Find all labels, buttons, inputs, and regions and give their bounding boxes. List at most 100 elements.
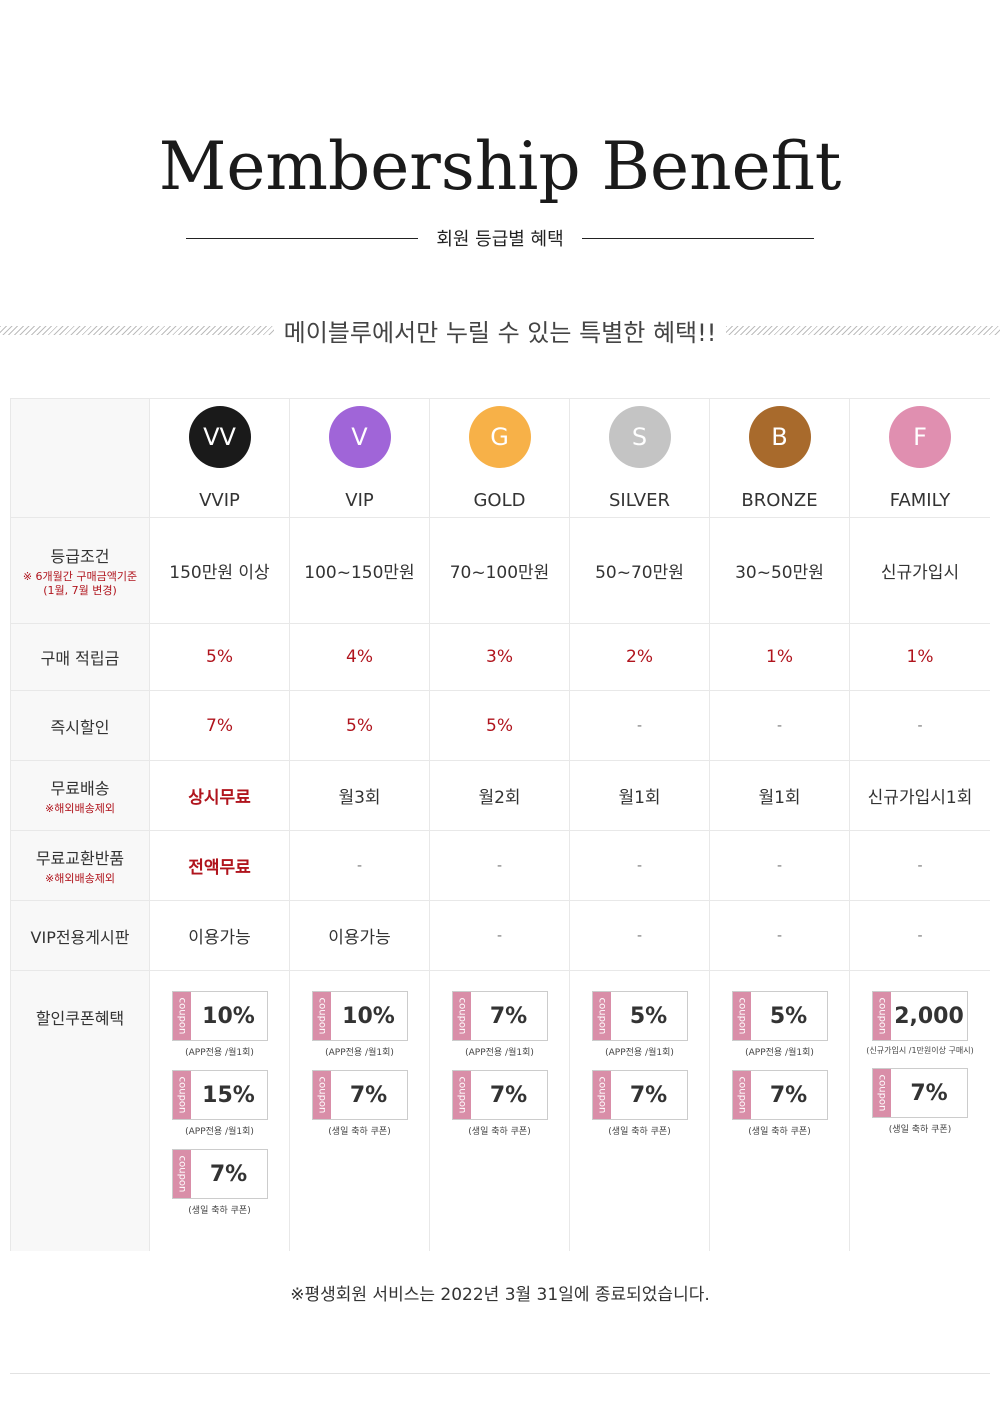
coupon-column-gold: coupon 7% (APP전용 /월1회) coupon 7% (생일 축하 … xyxy=(430,971,570,1251)
grade-column-bronze: B BRONZE xyxy=(710,399,850,517)
row-label: 무료교환반품 ※해외배송제외 xyxy=(10,831,150,900)
grade-badge: B xyxy=(748,405,811,468)
vip-board-value: 이용가능 xyxy=(150,901,290,970)
coupon-note: (생일 축하 쿠폰) xyxy=(328,1127,391,1137)
coupon-tag: coupon xyxy=(312,1071,331,1119)
coupon-tag: coupon xyxy=(172,1071,191,1119)
coupon-tag: coupon xyxy=(592,1071,611,1119)
points-value: 4% xyxy=(290,624,430,690)
coupon-note: (생일 축하 쿠폰) xyxy=(468,1127,531,1137)
row-label-text: 무료배송 xyxy=(50,779,110,798)
condition-value: 50~70만원 xyxy=(570,518,710,623)
grade-badge: S xyxy=(608,405,671,468)
coupon-tag: coupon xyxy=(452,1071,471,1119)
coupon-column-silver: coupon 5% (APP전용 /월1회) coupon 7% (생일 축하 … xyxy=(570,971,710,1251)
coupon-card: coupon 2,000 xyxy=(872,991,968,1041)
coupon-tag: coupon xyxy=(592,992,611,1040)
condition-value: 100~150만원 xyxy=(290,518,430,623)
coupon-tag: coupon xyxy=(732,992,751,1040)
row-label: 등급조건 ※ 6개월간 구매금액기준 (1월, 7월 변경) xyxy=(10,518,150,623)
grade-name: VVIP xyxy=(199,489,240,511)
coupon-tag-text: coupon xyxy=(596,997,607,1035)
coupon-card: coupon 7% xyxy=(872,1068,968,1118)
coupon-column-vip: coupon 10% (APP전용 /월1회) coupon 7% (생일 축하… xyxy=(290,971,430,1251)
grade-header-row: VV VVIP V VIP G GOLD S SILVER B BRONZE F… xyxy=(10,398,990,518)
coupon-tag-text: coupon xyxy=(876,1074,888,1112)
vip-board-value: - xyxy=(570,901,710,970)
coupon-value: 10% xyxy=(202,1003,255,1029)
exchange-value: - xyxy=(917,857,923,874)
coupon-card: coupon 10% xyxy=(171,991,268,1041)
coupon-note: (생일 축하 쿠폰) xyxy=(888,1125,952,1135)
coupon-tag-text: coupon xyxy=(176,1076,187,1114)
coupon-tag: coupon xyxy=(873,992,891,1040)
row-label: VIP전용게시판 xyxy=(10,901,150,970)
grade-column-vip: V VIP xyxy=(290,399,430,517)
coupon-card: coupon 7% xyxy=(311,1070,408,1120)
coupon-card: coupon 15% xyxy=(171,1070,268,1120)
hatch-decoration xyxy=(0,325,274,335)
coupon-value: 5% xyxy=(769,1003,808,1029)
coupon-value: 7% xyxy=(349,1082,388,1108)
vip-board-value: 이용가능 xyxy=(290,901,430,970)
coupon-card: coupon 5% xyxy=(591,991,688,1041)
coupon-card: coupon 7% xyxy=(171,1149,268,1199)
coupon-note: (APP전용 /월1회) xyxy=(325,1048,394,1058)
row-label: 무료배송 ※해외배송제외 xyxy=(10,761,150,830)
row-label-text: 할인쿠폰혜택 xyxy=(35,1009,125,1028)
row-label-note: ※ 6개월간 구매금액기준 xyxy=(22,570,138,583)
row-label-text: 즉시할인 xyxy=(50,717,110,737)
row-label-note: (1월, 7월 변경) xyxy=(43,584,117,597)
coupon-tag: coupon xyxy=(172,992,191,1040)
instant-value: 5% xyxy=(290,691,430,760)
grade-name: BRONZE xyxy=(741,489,818,511)
coupon-tag-text: coupon xyxy=(596,1076,607,1114)
exchange-value: - xyxy=(710,831,850,900)
row-label-text: 구매 적립금 xyxy=(40,649,120,668)
coupon-column-bronze: coupon 5% (APP전용 /월1회) coupon 7% (생일 축하 … xyxy=(710,971,850,1251)
exchange-value: 전액무료 xyxy=(150,831,290,900)
coupon-column-vvip: coupon 10% (APP전용 /월1회) coupon 15% (APP전… xyxy=(150,971,290,1251)
condition-value: 150만원 이상 xyxy=(150,518,290,623)
points-value: 5% xyxy=(150,624,290,690)
exchange-row: 무료교환반품 ※해외배송제외 전액무료 - - - - - xyxy=(10,831,990,901)
shipping-value: 상시무료 xyxy=(150,761,290,830)
coupon-value: 2,000 xyxy=(894,1003,964,1029)
coupon-tag-text: coupon xyxy=(316,1076,327,1114)
grade-name: FAMILY xyxy=(889,489,951,511)
coupon-note: (신규가입시 /1만원이상 구매시) xyxy=(866,1046,974,1055)
instant-value: - xyxy=(917,717,923,734)
grade-column-gold: G GOLD xyxy=(430,399,570,517)
coupon-value: 7% xyxy=(910,1080,948,1106)
coupon-tag-text: coupon xyxy=(456,997,467,1035)
coupon-tag-text: coupon xyxy=(736,1076,747,1114)
page-title: Membership Benefit xyxy=(158,128,842,205)
coupon-value: 7% xyxy=(489,1003,528,1029)
hatch-decoration xyxy=(726,325,1000,335)
coupon-tag-text: coupon xyxy=(876,997,888,1035)
coupon-note: (생일 축하 쿠폰) xyxy=(188,1206,251,1216)
instant-value: - xyxy=(570,691,710,760)
vip-board-row: VIP전용게시판 이용가능 이용가능 - - - - xyxy=(10,901,990,971)
slogan: 메이블루에서만 누릴 수 있는 특별한 혜택!! xyxy=(283,318,717,347)
row-label: 즉시할인 xyxy=(10,691,150,760)
coupon-value: 10% xyxy=(342,1003,395,1029)
coupon-card: coupon 10% xyxy=(311,991,408,1041)
shipping-row: 무료배송 ※해외배송제외 상시무료 월3회 월2회 월1회 월1회 신규가입시1… xyxy=(10,761,990,831)
points-value: 3% xyxy=(430,624,570,690)
coupon-note: (APP전용 /월1회) xyxy=(185,1048,254,1058)
coupon-value: 7% xyxy=(629,1082,668,1108)
grade-badge: F xyxy=(889,405,951,468)
vip-board-value: - xyxy=(917,927,923,944)
subtitle: 회원 등급별 혜택 xyxy=(436,229,564,250)
coupon-note: (APP전용 /월1회) xyxy=(745,1048,814,1058)
points-row: 구매 적립금 5% 4% 3% 2% 1% 1% xyxy=(10,624,990,691)
row-label: 구매 적립금 xyxy=(10,624,150,690)
points-value: 1% xyxy=(906,647,934,667)
shipping-value: 월1회 xyxy=(710,761,850,830)
condition-value: 70~100만원 xyxy=(430,518,570,623)
row-label-text: VIP전용게시판 xyxy=(30,927,130,947)
footer-note: ※평생회원 서비스는 2022년 3월 31일에 종료되었습니다. xyxy=(290,1285,710,1305)
header-corner xyxy=(10,399,150,517)
row-label-text: 등급조건 xyxy=(50,547,110,566)
